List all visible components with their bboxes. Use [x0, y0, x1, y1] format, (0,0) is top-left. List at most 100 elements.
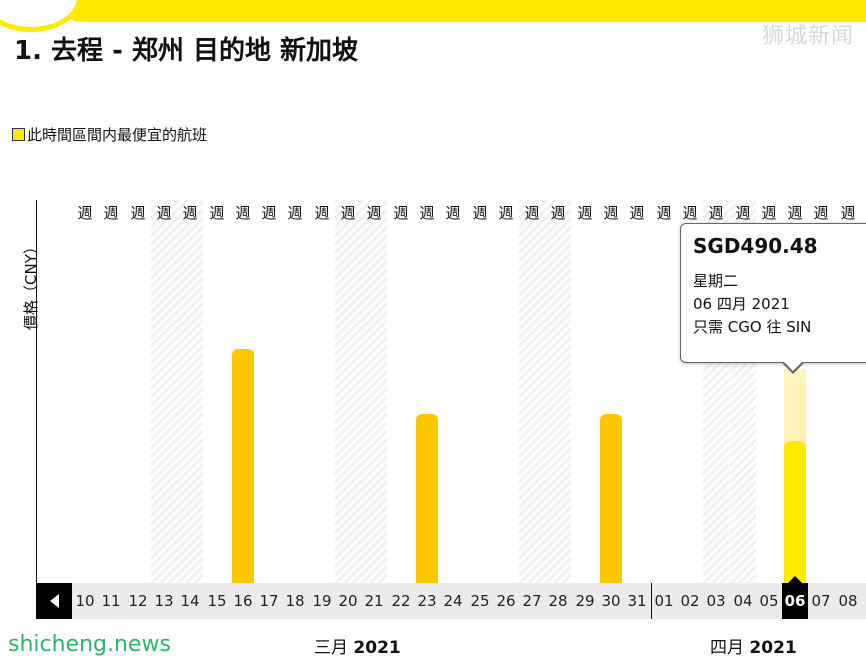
date-cell[interactable]: 08 [838, 592, 858, 610]
date-cell[interactable]: 04 [733, 592, 753, 610]
date-cell[interactable]: 30 [601, 592, 621, 610]
date-cell[interactable]: 17 [259, 592, 279, 610]
week-label: 週 [130, 204, 146, 222]
price-tooltip: SGD490.48 星期二 06 四月 2021 只需 CGO 往 SIN [680, 223, 866, 363]
arrow-left-icon [49, 594, 59, 608]
week-label: 週 [813, 204, 829, 222]
price-bar[interactable] [784, 441, 806, 583]
day-column[interactable]: 週 [835, 200, 861, 583]
week-label: 週 [209, 204, 225, 222]
date-cell[interactable]: 21 [364, 592, 384, 610]
day-column[interactable]: 週 [388, 200, 414, 583]
month-year: 2021 [749, 638, 797, 658]
week-label: 週 [287, 204, 303, 222]
week-label: 週 [314, 204, 330, 222]
date-cell[interactable]: 14 [180, 592, 200, 610]
date-cell[interactable]: 19 [312, 592, 332, 610]
month-name: 四月 [710, 638, 744, 658]
date-cell[interactable]: 06 [782, 576, 808, 619]
day-column[interactable]: 週 [545, 200, 571, 583]
tooltip-price: SGD490.48 [693, 234, 818, 258]
date-cell[interactable]: 18 [285, 592, 305, 610]
week-label: 週 [603, 204, 619, 222]
day-column[interactable]: 週 [782, 200, 808, 583]
date-cell[interactable]: 31 [627, 592, 647, 610]
date-cell[interactable]: 23 [417, 592, 437, 610]
date-cell[interactable]: 26 [496, 592, 516, 610]
day-column[interactable]: 週 [598, 200, 624, 583]
price-chart: 週週週週週週週週週週週週週週週週週週週週週週週週週週週週週週 [72, 200, 866, 583]
week-label: 週 [366, 204, 382, 222]
date-cell[interactable]: 12 [128, 592, 148, 610]
week-label: 週 [445, 204, 461, 222]
date-cell[interactable]: 22 [391, 592, 411, 610]
week-label: 週 [393, 204, 409, 222]
date-cell[interactable]: 13 [154, 592, 174, 610]
page-title: 1. 去程 - 郑州 目的地 新加坡 [14, 36, 359, 66]
week-label: 週 [261, 204, 277, 222]
footer-brand: shicheng.news [8, 632, 171, 657]
tooltip-date: 06 四月 2021 [693, 295, 790, 313]
day-column[interactable]: 週 [651, 200, 677, 583]
date-cell[interactable]: 25 [470, 592, 490, 610]
week-label: 週 [524, 204, 540, 222]
day-column[interactable]: 週 [440, 200, 466, 583]
day-column[interactable]: 週 [177, 200, 203, 583]
legend-swatch [12, 128, 25, 141]
day-column[interactable]: 週 [72, 200, 98, 583]
date-cell[interactable]: 28 [548, 592, 568, 610]
week-label: 週 [182, 204, 198, 222]
date-cell[interactable]: 01 [654, 592, 674, 610]
week-label: 週 [498, 204, 514, 222]
date-cell[interactable]: 15 [207, 592, 227, 610]
day-column[interactable]: 週 [256, 200, 282, 583]
week-label: 週 [419, 204, 435, 222]
date-cell[interactable]: 11 [101, 592, 121, 610]
day-column[interactable]: 週 [361, 200, 387, 583]
day-column[interactable]: 週 [125, 200, 151, 583]
date-cell[interactable]: 02 [680, 592, 700, 610]
day-column[interactable]: 週 [151, 200, 177, 583]
tooltip-route: 只需 CGO 往 SIN [693, 318, 812, 336]
day-column[interactable]: 週 [624, 200, 650, 583]
date-cell[interactable]: 20 [338, 592, 358, 610]
day-column[interactable]: 週 [756, 200, 782, 583]
y-axis-line [36, 200, 37, 583]
day-column[interactable]: 週 [519, 200, 545, 583]
day-column[interactable]: 週 [572, 200, 598, 583]
week-label: 週 [787, 204, 803, 222]
legend: 此時間區間内最便宜的航班 [12, 124, 207, 145]
month-label-april: 四月 2021 [710, 633, 797, 658]
day-column[interactable]: 週 [414, 200, 440, 583]
date-cell[interactable]: 16 [233, 592, 253, 610]
price-bar[interactable] [600, 414, 622, 583]
day-column[interactable]: 週 [309, 200, 335, 583]
date-cell[interactable]: 10 [75, 592, 95, 610]
day-column[interactable]: 週 [204, 200, 230, 583]
day-column[interactable]: 週 [493, 200, 519, 583]
date-cell[interactable]: 27 [522, 592, 542, 610]
week-label: 週 [735, 204, 751, 222]
week-label: 週 [77, 204, 93, 222]
week-label: 週 [235, 204, 251, 222]
date-cell[interactable]: 03 [706, 592, 726, 610]
previous-button[interactable] [36, 583, 72, 619]
week-label: 週 [472, 204, 488, 222]
date-cell[interactable]: 29 [575, 592, 595, 610]
day-column[interactable]: 週 [230, 200, 256, 583]
price-bar[interactable] [232, 349, 254, 583]
month-year: 2021 [353, 638, 401, 658]
week-label: 週 [761, 204, 777, 222]
day-column[interactable]: 週 [335, 200, 361, 583]
date-cell[interactable]: 24 [443, 592, 463, 610]
month-name: 三月 [314, 638, 348, 658]
day-column[interactable]: 週 [98, 200, 124, 583]
date-cell[interactable]: 07 [811, 592, 831, 610]
week-label: 週 [577, 204, 593, 222]
price-bar[interactable] [416, 414, 438, 583]
date-cell[interactable]: 05 [759, 592, 779, 610]
day-column[interactable]: 週 [467, 200, 493, 583]
day-column[interactable]: 週 [282, 200, 308, 583]
day-column[interactable]: 週 [677, 200, 703, 583]
day-column[interactable]: 週 [808, 200, 834, 583]
